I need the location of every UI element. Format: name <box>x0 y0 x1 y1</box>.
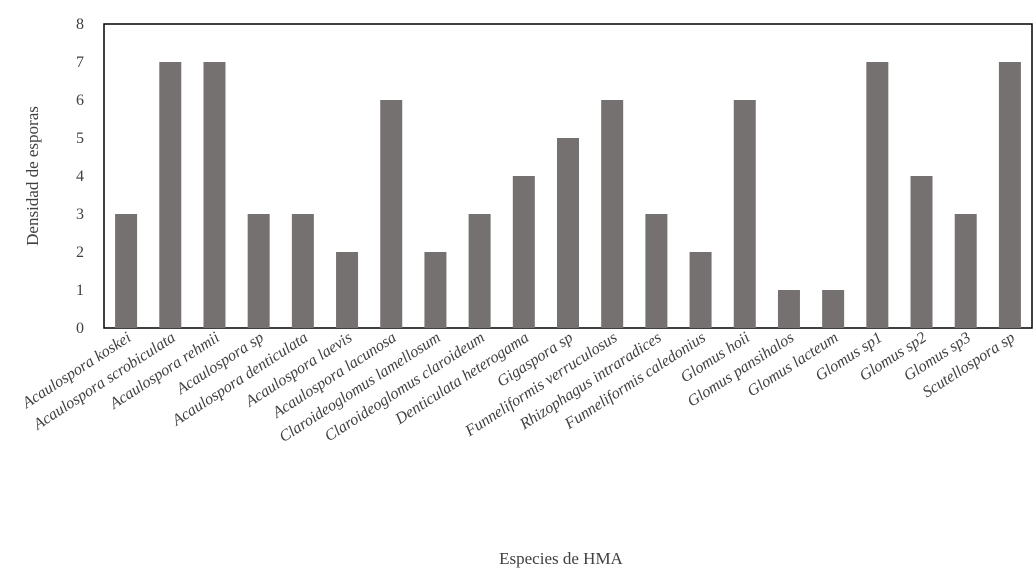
bar <box>424 252 447 328</box>
bar <box>512 176 535 328</box>
bars-group <box>115 62 1021 328</box>
bar <box>557 138 579 328</box>
y-axis-title: Densidad de esporas <box>23 106 42 246</box>
y-axis-ticks: 0 1 2 3 4 5 6 7 8 <box>76 16 84 337</box>
y-tick-label: 2 <box>76 244 84 261</box>
bar <box>203 62 226 328</box>
y-tick-label: 8 <box>76 16 84 33</box>
bar <box>866 62 889 328</box>
bar <box>645 214 668 328</box>
bar <box>336 252 359 328</box>
bar <box>733 100 756 328</box>
y-tick-label: 4 <box>76 168 84 185</box>
y-tick-label: 5 <box>76 130 84 147</box>
bar <box>998 62 1021 328</box>
bar <box>291 214 314 328</box>
bar <box>247 214 270 328</box>
bar <box>159 62 182 328</box>
bar <box>910 176 933 328</box>
y-tick-label: 7 <box>76 54 84 71</box>
bar <box>468 214 491 328</box>
x-axis-title: Especies de HMA <box>499 549 623 568</box>
bar <box>380 100 403 328</box>
bar <box>689 252 712 328</box>
bar <box>115 214 138 328</box>
bar <box>822 290 845 328</box>
bar <box>954 214 977 328</box>
y-tick-label: 0 <box>76 320 84 337</box>
bar <box>777 290 800 328</box>
y-tick-label: 1 <box>76 282 84 299</box>
bar <box>601 100 624 328</box>
y-tick-label: 6 <box>76 92 84 109</box>
y-tick-label: 3 <box>76 206 84 223</box>
